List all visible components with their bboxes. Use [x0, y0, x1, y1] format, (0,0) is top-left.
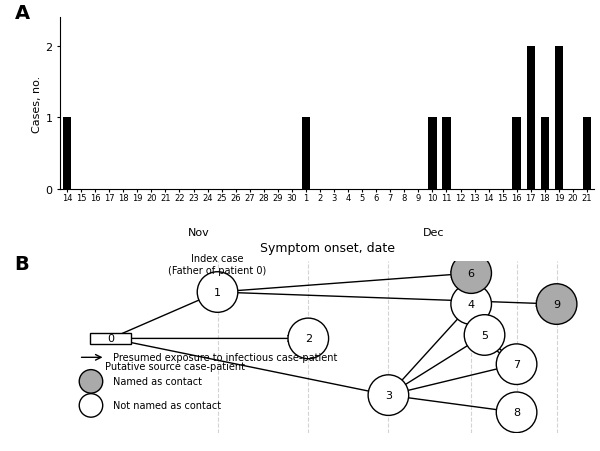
Text: 6: 6	[467, 268, 475, 279]
Ellipse shape	[79, 394, 103, 417]
Text: Putative source case-patient: Putative source case-patient	[106, 361, 245, 371]
Ellipse shape	[288, 318, 329, 359]
Bar	[512, 118, 521, 189]
Text: 5: 5	[481, 330, 488, 340]
Text: Symptom onset, date: Symptom onset, date	[260, 242, 395, 255]
Ellipse shape	[464, 315, 505, 355]
Bar	[527, 46, 535, 189]
Text: 2: 2	[305, 334, 312, 344]
Bar	[554, 46, 563, 189]
Ellipse shape	[496, 344, 537, 385]
Text: Nov: Nov	[188, 227, 210, 237]
Text: 3: 3	[385, 390, 392, 400]
Text: 9: 9	[553, 299, 560, 309]
Ellipse shape	[496, 392, 537, 433]
Text: Presumed exposure to infectious case-patient: Presumed exposure to infectious case-pat…	[113, 353, 338, 363]
Text: Not named as contact: Not named as contact	[113, 400, 221, 410]
Bar	[583, 118, 591, 189]
FancyBboxPatch shape	[91, 334, 131, 344]
Ellipse shape	[368, 375, 409, 415]
Text: 7: 7	[513, 359, 520, 369]
Bar	[302, 118, 310, 189]
Bar	[541, 118, 549, 189]
Ellipse shape	[451, 253, 491, 294]
Ellipse shape	[79, 370, 103, 393]
Bar	[442, 118, 451, 189]
Text: 1: 1	[214, 287, 221, 297]
Y-axis label: Cases, no.: Cases, no.	[32, 75, 43, 132]
Ellipse shape	[451, 284, 491, 325]
Bar	[63, 118, 71, 189]
Ellipse shape	[536, 284, 577, 325]
Text: A: A	[14, 5, 30, 23]
Ellipse shape	[197, 272, 238, 313]
Text: B: B	[14, 255, 29, 274]
Text: 8: 8	[513, 407, 520, 417]
Text: Dec: Dec	[423, 227, 445, 237]
Bar	[428, 118, 437, 189]
Text: Index case
(Father of patient 0): Index case (Father of patient 0)	[169, 253, 266, 275]
Text: 4: 4	[467, 299, 475, 309]
Text: Named as contact: Named as contact	[113, 377, 202, 387]
Text: 0: 0	[107, 334, 114, 344]
